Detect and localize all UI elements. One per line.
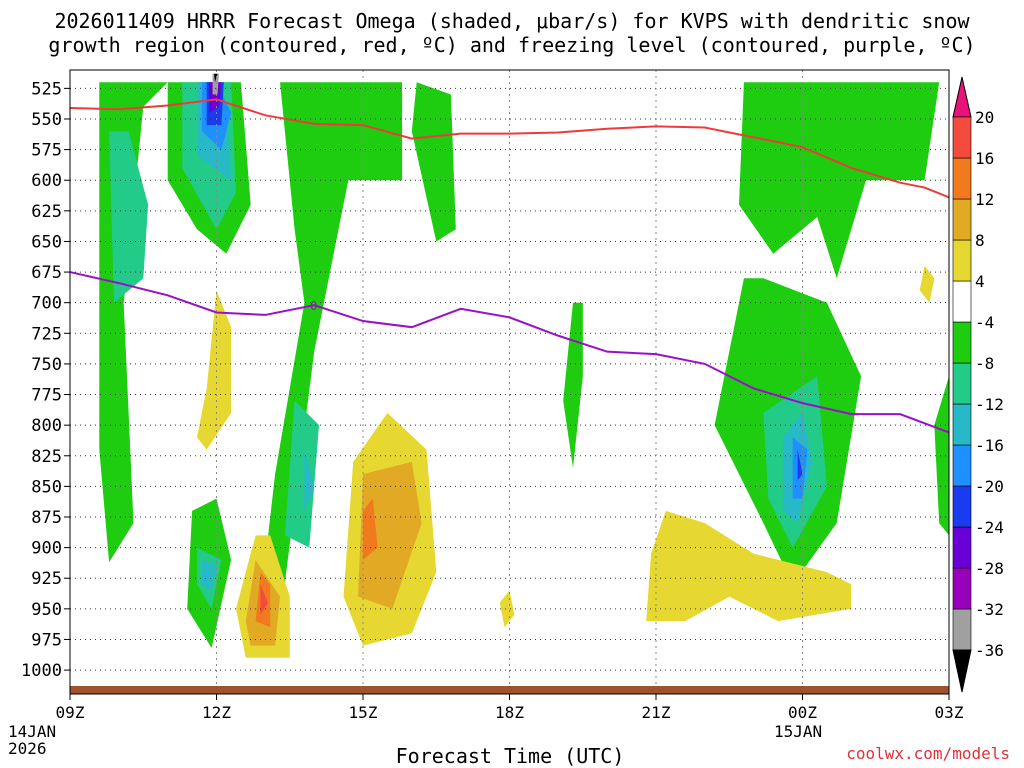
x-tick-label: 12Z — [202, 703, 231, 722]
colorbar: 20 16 12 8 4 -4 -8 -12 -16 -20 -24 -28 -32 -36 — [952, 76, 1004, 693]
colorbar-segment — [952, 526, 972, 569]
colorbar-tick-label: -20 — [975, 477, 1004, 496]
black-region-top — [214, 73, 218, 83]
dgz-contour-line — [69, 98, 950, 199]
colorbar-segment — [952, 280, 972, 323]
green-upward-region-narrow — [411, 82, 456, 242]
cyan-region-center — [304, 449, 315, 511]
colorbar-tick-label: 16 — [975, 149, 994, 168]
gold-region-c — [358, 461, 422, 609]
ground-surface — [70, 686, 949, 694]
x-axis-date-next: 15JAN — [774, 722, 823, 741]
teal-region-center — [284, 400, 319, 548]
colorbar-tick-label: 4 — [975, 272, 985, 291]
purple-region-top — [209, 82, 222, 113]
colorbar-tick-label: -8 — [975, 354, 994, 373]
y-tick-label: 850 — [31, 477, 62, 497]
x-tick-label: 18Z — [495, 703, 524, 722]
colorbar-max-arrow — [952, 76, 972, 118]
colorbar-segment — [952, 239, 972, 282]
colorbar-tick-label: 20 — [975, 108, 994, 127]
freezing-level-label: 0 — [310, 299, 317, 313]
colorbar-tick-label: -24 — [975, 518, 1004, 537]
yellow-sinking-region-e — [646, 510, 852, 622]
yellow-sinking-region-d — [499, 590, 515, 628]
colorbar-segment — [952, 608, 972, 651]
green-upward-region-right — [739, 82, 940, 279]
chart-title-line2: growth region (contoured, red, ºC) and f… — [48, 33, 976, 57]
y-tick-label: 975 — [31, 630, 62, 650]
green-upward-region-edge — [934, 376, 949, 536]
yellow-sinking-region-a — [197, 290, 232, 450]
y-tick-label: 725 — [31, 324, 62, 344]
yellow-sinking-region-f — [919, 265, 935, 303]
colorbar-tick-label: -16 — [975, 436, 1004, 455]
colorbar-segment — [952, 444, 972, 487]
y-tick-label: 1000 — [21, 661, 62, 681]
x-tick-label: 21Z — [642, 703, 671, 722]
y-tick-label: 900 — [31, 539, 62, 559]
y-tick-label: 575 — [31, 141, 62, 161]
y-tick-label: 875 — [31, 508, 62, 528]
dendritic-snow-growth-line-group — [69, 98, 950, 199]
x-tick-label: 00Z — [788, 703, 817, 722]
y-tick-label: 800 — [31, 416, 62, 436]
y-tick-label: 825 — [31, 447, 62, 467]
x-axis-date-start: 14JAN — [8, 722, 57, 741]
x-axis-year-start: 2026 — [8, 739, 47, 758]
y-tick-label: 750 — [31, 355, 62, 375]
colorbar-segment — [952, 362, 972, 405]
y-axis: 525 550 575 600 625 650 675 700 725 750 775 800 825 8… — [21, 79, 70, 681]
colorbar-segment — [952, 567, 972, 610]
x-tick-label: 09Z — [56, 703, 85, 722]
y-tick-label: 950 — [31, 600, 62, 620]
orange-region-c — [363, 498, 378, 560]
gray-region-top — [212, 73, 219, 95]
colorbar-segment — [952, 116, 972, 159]
y-tick-label: 700 — [31, 294, 62, 314]
teal-region-left — [109, 131, 149, 303]
x-axis: 09Z 12Z 15Z 18Z 21Z 00Z 03Z — [56, 694, 964, 722]
colorbar-segment — [952, 157, 972, 200]
y-tick-label: 550 — [31, 110, 62, 130]
colorbar-min-arrow — [952, 649, 972, 693]
colorbar-tick-label: 12 — [975, 190, 994, 209]
y-tick-label: 650 — [31, 232, 62, 252]
freezing-level-contour-line — [69, 271, 950, 434]
gridlines — [70, 70, 949, 686]
x-axis-label: Forecast Time (UTC) — [395, 744, 625, 768]
colorbar-tick-label: -32 — [975, 600, 1004, 619]
cyan-region-sw — [201, 559, 217, 591]
y-tick-label: 600 — [31, 171, 62, 191]
colorbar-segment — [952, 403, 972, 446]
chart-title-line1: 2026011409 HRRR Forecast Omega (shaded, … — [54, 9, 970, 33]
x-tick-label: 15Z — [349, 703, 378, 722]
plot-area — [99, 73, 949, 658]
red-region-b — [260, 584, 268, 615]
colorbar-tick-label: -28 — [975, 559, 1004, 578]
y-tick-label: 525 — [31, 79, 62, 99]
y-tick-label: 675 — [31, 263, 62, 283]
y-tick-label: 925 — [31, 569, 62, 589]
freezing-level-line-group: 0 — [69, 271, 950, 434]
colorbar-segment — [952, 485, 972, 528]
colorbar-tick-label: -36 — [975, 641, 1004, 660]
colorbar-tick-label: -12 — [975, 395, 1004, 414]
colorbar-segment — [952, 321, 972, 364]
colorbar-tick-label: 8 — [975, 231, 985, 250]
y-tick-label: 775 — [31, 386, 62, 406]
credit-text: coolwx.com/models — [846, 744, 1010, 763]
green-upward-region-small — [563, 302, 583, 468]
blue-region-right-low — [797, 449, 803, 481]
x-tick-label: 03Z — [935, 703, 964, 722]
y-tick-label: 625 — [31, 202, 62, 222]
colorbar-segment — [952, 198, 972, 241]
colorbar-tick-label: -4 — [975, 313, 994, 332]
